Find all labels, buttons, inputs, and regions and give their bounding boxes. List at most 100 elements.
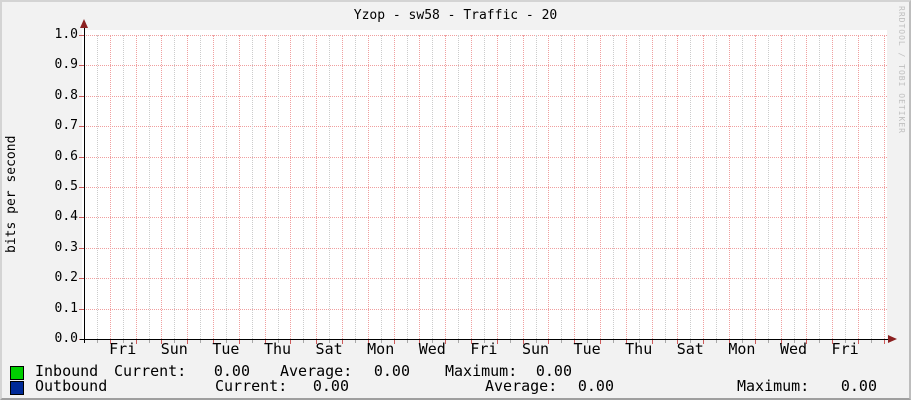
- x-axis-tick-major: [703, 340, 705, 344]
- x-axis-tick-major: [677, 340, 679, 344]
- x-axis-tick-minor: [225, 340, 227, 343]
- x-axis-tick-major: [109, 340, 111, 344]
- x-grid-line-major: [161, 35, 163, 339]
- y-axis-tick: [79, 156, 84, 158]
- x-grid-line-minor: [483, 35, 485, 339]
- x-tick-label: Fri: [470, 340, 498, 358]
- legend-stat-label: Maximum:: [445, 362, 518, 380]
- x-tick-label: Tue: [212, 340, 240, 358]
- x-axis-tick-minor: [587, 340, 589, 343]
- y-grid-line: [84, 65, 887, 67]
- x-grid-line-major: [832, 35, 834, 339]
- legend-stat-label: Current:: [114, 362, 187, 380]
- x-grid-line-major: [651, 35, 653, 339]
- x-grid-line-minor: [612, 35, 614, 339]
- x-axis-tick-major: [471, 340, 472, 344]
- x-grid-line-major: [109, 35, 111, 339]
- x-grid-line-major: [729, 35, 730, 339]
- legend-swatch-inbound: [10, 366, 24, 380]
- x-axis-tick-major: [832, 340, 834, 344]
- x-axis-arrow-icon: [888, 335, 897, 343]
- legend-label-inbound: Inbound: [35, 362, 99, 380]
- x-grid-line-minor: [354, 35, 356, 339]
- x-axis-tick-major: [238, 340, 240, 344]
- x-tick-label: Sun: [521, 340, 550, 358]
- y-tick-label: 0.0: [54, 331, 78, 346]
- x-grid-line-minor: [458, 35, 460, 339]
- legend-stat-value: 0.00: [373, 362, 410, 380]
- rrdtool-watermark: RRDTOOL / TOBI OETIKER: [897, 6, 906, 134]
- y-axis-tick: [79, 65, 84, 67]
- x-grid-line-major: [445, 35, 447, 339]
- y-axis-tick: [79, 278, 84, 280]
- x-axis-tick-minor: [793, 340, 795, 343]
- x-axis-tick-minor: [122, 340, 124, 343]
- x-axis-tick-minor: [509, 340, 511, 343]
- x-axis-tick-minor: [767, 340, 769, 343]
- x-grid-line-minor: [432, 35, 434, 339]
- y-axis-tick: [79, 247, 84, 249]
- x-grid-line-major: [625, 35, 627, 339]
- y-tick-label: 1.0: [54, 27, 78, 42]
- y-tick-label: 0.5: [54, 179, 78, 194]
- x-axis-tick-minor: [690, 340, 692, 343]
- x-tick-label: Fri: [109, 340, 137, 358]
- x-grid-line-major: [290, 35, 292, 339]
- x-axis-tick-minor: [716, 340, 718, 343]
- x-grid-line-minor: [96, 35, 98, 339]
- legend-stat-value: 0.00: [840, 377, 877, 395]
- x-grid-line-minor: [380, 35, 382, 339]
- y-grid-line: [84, 187, 887, 188]
- x-axis-tick-minor: [303, 340, 305, 343]
- x-axis-tick-major: [367, 340, 369, 344]
- x-grid-line-minor: [587, 35, 589, 339]
- x-axis-tick-major: [445, 340, 447, 344]
- x-grid-line-major: [548, 35, 550, 339]
- x-tick-label: Wed: [418, 340, 446, 358]
- x-axis-tick-major: [419, 340, 421, 344]
- x-axis-tick-major: [290, 340, 292, 344]
- y-axis-title: bits per second: [4, 135, 19, 253]
- y-grid-line: [84, 35, 887, 36]
- legend-swatch-outbound: [10, 381, 24, 395]
- x-grid-line-major: [316, 35, 318, 339]
- x-tick-label: Tue: [573, 340, 601, 358]
- x-grid-line-major: [754, 35, 756, 339]
- y-grid-line: [84, 156, 887, 158]
- x-tick-label: Wed: [779, 340, 808, 358]
- x-axis-tick-major: [496, 340, 498, 344]
- x-grid-line-minor: [561, 35, 563, 339]
- x-axis-tick-major: [651, 340, 653, 344]
- chart-title: Yzop - sw58 - Traffic - 20: [353, 8, 558, 23]
- x-grid-line-minor: [767, 35, 769, 339]
- x-tick-label: Mon: [367, 340, 395, 358]
- x-axis-tick-minor: [354, 340, 356, 343]
- y-tick-label: 0.1: [54, 300, 78, 316]
- x-grid-line-minor: [277, 35, 279, 339]
- x-grid-line-minor: [303, 35, 305, 339]
- x-tick-label: Sat: [315, 340, 343, 358]
- y-axis-tick: [79, 187, 84, 188]
- x-grid-line-minor: [638, 35, 640, 339]
- x-axis-tick-minor: [329, 340, 331, 343]
- x-axis-tick-minor: [664, 340, 666, 343]
- x-axis-tick-major: [548, 340, 550, 344]
- x-grid-line-major: [213, 35, 214, 339]
- x-grid-line-major: [677, 35, 679, 339]
- y-axis-line: [84, 27, 85, 343]
- y-tick-label: 0.9: [54, 57, 78, 73]
- y-axis-tick: [79, 308, 84, 310]
- y-axis-tick: [79, 95, 84, 97]
- x-axis-tick-major: [754, 340, 756, 344]
- legend-stat-value: 0.00: [312, 377, 349, 395]
- x-grid-line-major: [703, 35, 705, 339]
- x-grid-line-minor: [870, 35, 872, 339]
- x-tick-label: Thu: [263, 340, 292, 358]
- x-axis-tick-major: [522, 340, 524, 344]
- x-axis-tick-minor: [819, 340, 821, 343]
- x-grid-line-minor: [509, 35, 511, 339]
- x-grid-line-major: [471, 35, 472, 339]
- x-axis-tick-major: [780, 340, 782, 344]
- x-axis-tick-minor: [458, 340, 460, 343]
